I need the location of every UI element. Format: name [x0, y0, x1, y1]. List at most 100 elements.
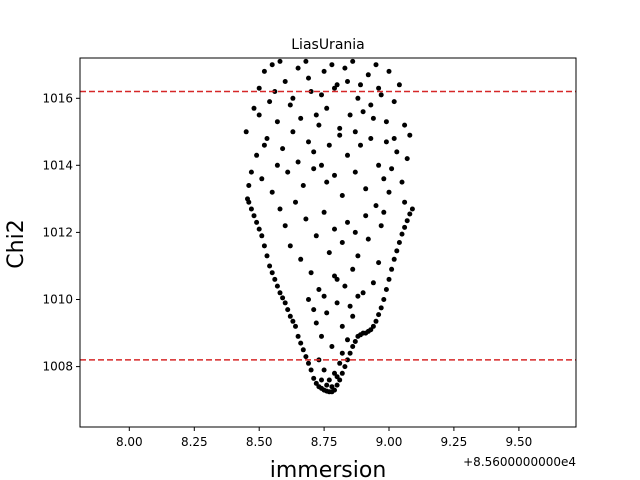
- data-point: [246, 199, 252, 205]
- data-point: [352, 339, 358, 344]
- y-tick-label: 1012: [42, 225, 73, 239]
- data-point: [277, 206, 283, 212]
- data-point: [383, 139, 389, 145]
- data-point: [306, 297, 311, 302]
- data-point: [402, 122, 408, 128]
- data-point: [272, 276, 278, 282]
- data-point: [248, 206, 254, 212]
- data-point: [285, 307, 291, 313]
- data-point: [409, 206, 415, 212]
- data-point: [259, 176, 265, 182]
- axes-background: [80, 58, 576, 427]
- data-point: [358, 82, 363, 88]
- data-point: [358, 142, 363, 148]
- x-tick-label: 9.25: [441, 435, 468, 449]
- data-point: [350, 58, 356, 64]
- data-point: [368, 136, 374, 141]
- data-point: [404, 218, 410, 224]
- x-tick-label: 8.50: [246, 435, 273, 449]
- data-point: [321, 68, 327, 74]
- data-point: [324, 310, 330, 316]
- data-point: [303, 58, 309, 64]
- chart-title: LiasUrania: [291, 37, 365, 53]
- data-point: [267, 99, 273, 105]
- data-point: [394, 149, 400, 155]
- data-point: [391, 136, 397, 141]
- data-point: [261, 243, 267, 249]
- data-point: [326, 250, 332, 256]
- data-point: [386, 68, 392, 74]
- x-axis-ticks: 8.00 8.25 8.50 8.75 9.00 9.25 9.50: [116, 427, 532, 449]
- data-point: [261, 68, 267, 74]
- data-point: [295, 159, 301, 165]
- data-point: [334, 382, 340, 388]
- data-point: [402, 224, 408, 230]
- data-point: [345, 152, 350, 158]
- data-point: [332, 85, 337, 91]
- data-point: [313, 112, 319, 118]
- data-point: [337, 125, 343, 131]
- data-point: [381, 209, 387, 215]
- data-point: [370, 115, 376, 121]
- data-point: [332, 226, 337, 232]
- data-point: [376, 312, 382, 318]
- data-point: [282, 79, 288, 84]
- data-point: [243, 129, 249, 135]
- data-point: [277, 58, 283, 64]
- data-point: [306, 360, 311, 366]
- y-axis-ticks: 1008 1010 1012 1014 1016: [42, 91, 80, 374]
- data-point: [355, 253, 361, 259]
- axes-frame: [79, 57, 577, 428]
- data-point: [280, 146, 286, 152]
- data-point: [295, 333, 301, 339]
- data-point: [383, 287, 389, 292]
- data-point: [259, 233, 265, 239]
- data-point: [332, 387, 337, 393]
- data-point: [324, 179, 330, 185]
- data-point: [321, 367, 327, 373]
- data-point: [287, 243, 293, 249]
- data-point: [295, 65, 301, 71]
- data-point: [316, 287, 322, 292]
- data-point: [378, 223, 384, 229]
- y-tick-label: 1008: [42, 360, 73, 374]
- data-point: [300, 347, 306, 353]
- data-point: [287, 313, 293, 319]
- data-point: [290, 129, 296, 135]
- data-point: [378, 305, 384, 311]
- data-point: [329, 344, 335, 349]
- data-point: [306, 139, 311, 145]
- x-tick-label: 8.75: [311, 435, 338, 449]
- data-point: [308, 89, 314, 94]
- data-point: [342, 364, 348, 370]
- data-point: [274, 119, 280, 125]
- data-point: [248, 169, 254, 175]
- data-point: [342, 65, 348, 71]
- data-point: [298, 115, 304, 121]
- data-point: [308, 270, 314, 276]
- data-point: [269, 270, 275, 276]
- data-point: [383, 119, 389, 125]
- y-tick-label: 1010: [42, 293, 73, 307]
- data-point: [264, 136, 270, 141]
- data-point: [391, 99, 397, 105]
- data-point: [339, 193, 345, 198]
- data-point: [399, 231, 405, 237]
- data-point: [365, 72, 371, 78]
- data-point: [342, 283, 348, 289]
- data-point: [347, 350, 353, 356]
- data-point: [264, 253, 270, 259]
- data-point: [407, 132, 413, 138]
- x-axis-offset-label: +8.5600000000e4: [463, 455, 576, 469]
- data-point: [389, 266, 395, 272]
- data-point: [332, 370, 337, 376]
- data-point: [319, 333, 324, 339]
- data-point: [251, 105, 257, 111]
- data-point: [285, 169, 291, 175]
- data-point: [389, 166, 395, 172]
- data-point: [381, 297, 387, 302]
- data-point: [376, 162, 382, 168]
- data-point: [287, 102, 293, 108]
- data-point: [355, 95, 361, 101]
- x-axis-label: immersion: [270, 458, 387, 480]
